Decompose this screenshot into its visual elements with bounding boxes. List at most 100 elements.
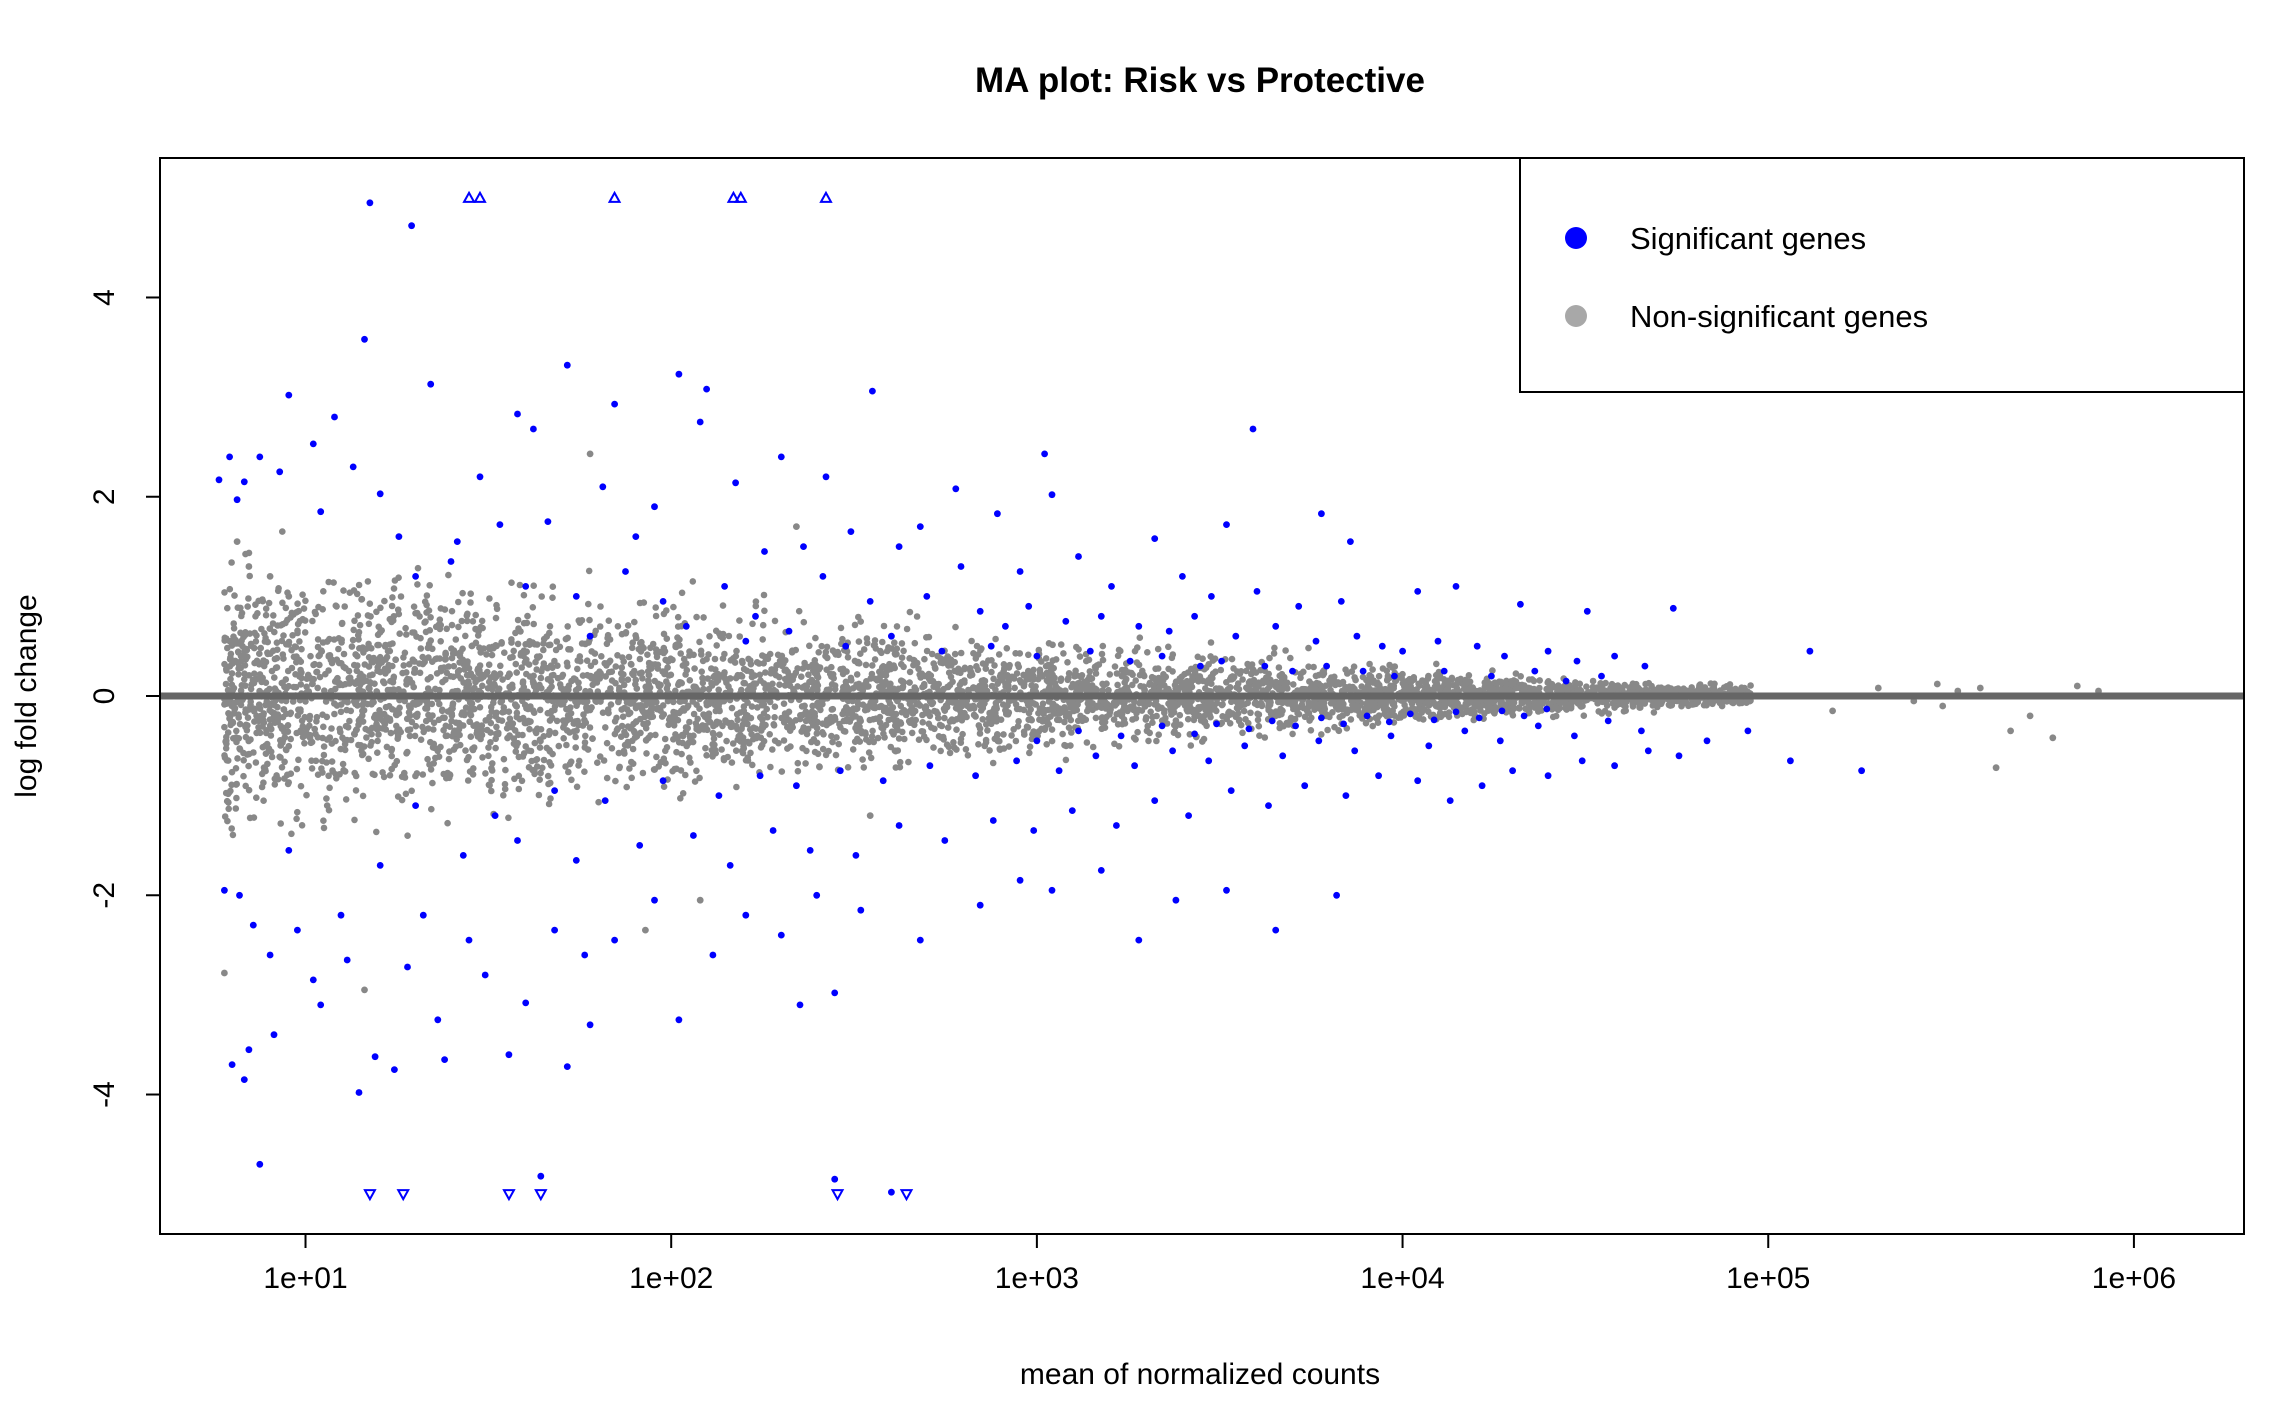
- non-significant-point: [1408, 700, 1416, 707]
- non-significant-point: [1072, 684, 1080, 691]
- non-significant-point: [381, 597, 388, 605]
- non-significant-point: [930, 744, 937, 751]
- non-significant-point: [863, 678, 870, 685]
- non-significant-point: [483, 651, 490, 658]
- non-significant-point: [1365, 677, 1373, 685]
- non-significant-point: [906, 608, 914, 616]
- non-significant-point: [655, 704, 662, 712]
- non-significant-point: [522, 641, 529, 648]
- non-significant-point: [492, 614, 500, 622]
- non-significant-point: [1053, 703, 1060, 710]
- non-significant-point: [1106, 708, 1114, 716]
- non-significant-point: [736, 617, 743, 624]
- non-significant-point: [619, 654, 626, 661]
- non-significant-point: [224, 686, 232, 694]
- non-significant-point: [1597, 687, 1605, 694]
- non-significant-point: [527, 747, 535, 755]
- non-significant-point: [429, 645, 436, 653]
- non-significant-point: [771, 617, 779, 625]
- non-significant-point: [801, 659, 808, 667]
- non-significant-point: [868, 670, 876, 678]
- non-significant-point: [1045, 640, 1053, 647]
- non-significant-point: [421, 619, 428, 626]
- non-significant-point: [341, 603, 349, 610]
- non-significant-point: [230, 620, 237, 627]
- non-significant-point: [602, 724, 609, 731]
- non-significant-point: [1245, 663, 1253, 670]
- non-significant-point: [813, 730, 821, 737]
- non-significant-point: [390, 673, 398, 681]
- non-significant-point: [373, 720, 380, 728]
- non-significant-point: [674, 623, 682, 630]
- non-significant-point: [1075, 646, 1082, 653]
- non-significant-point: [1373, 681, 1381, 688]
- non-significant-point: [955, 700, 962, 707]
- non-significant-point: [870, 642, 878, 649]
- non-significant-point: [342, 796, 350, 803]
- non-significant-point: [515, 785, 523, 793]
- non-significant-point: [831, 716, 839, 723]
- non-significant-point: [806, 642, 813, 650]
- non-significant-point: [540, 756, 548, 764]
- non-significant-point: [698, 668, 705, 675]
- non-significant-point: [1264, 685, 1272, 693]
- non-significant-point: [718, 746, 725, 753]
- non-significant-point: [794, 683, 801, 690]
- non-significant-point: [411, 658, 418, 665]
- non-significant-point: [921, 655, 928, 663]
- non-significant-point: [533, 666, 540, 673]
- non-significant-point: [416, 613, 423, 620]
- non-significant-point: [952, 623, 959, 631]
- non-significant-point: [986, 713, 994, 721]
- non-significant-point: [548, 683, 555, 690]
- non-significant-point: [228, 670, 236, 677]
- non-significant-point: [878, 686, 885, 694]
- non-significant-point: [1239, 676, 1246, 683]
- non-significant-point: [1016, 650, 1024, 657]
- non-significant-point: [660, 711, 668, 718]
- non-significant-point: [497, 662, 504, 670]
- non-significant-point: [647, 644, 654, 652]
- non-significant-point: [1462, 701, 1470, 709]
- non-significant-point: [1074, 717, 1082, 725]
- non-significant-point: [1051, 674, 1058, 682]
- non-significant-point: [363, 734, 370, 741]
- non-significant-point: [744, 712, 751, 719]
- non-significant-point: [728, 759, 736, 766]
- non-significant-point: [463, 617, 471, 625]
- non-significant-point: [1369, 666, 1376, 673]
- non-significant-point: [437, 638, 445, 645]
- non-significant-point: [869, 662, 876, 669]
- non-significant-point: [1267, 710, 1275, 717]
- non-significant-point: [356, 621, 364, 629]
- non-significant-point: [383, 653, 391, 661]
- non-significant-point: [354, 662, 361, 669]
- non-significant-point: [1061, 704, 1068, 711]
- non-significant-point: [388, 747, 395, 754]
- non-significant-point: [677, 795, 684, 802]
- non-significant-point: [662, 747, 669, 755]
- non-significant-point: [240, 757, 247, 764]
- non-significant-point: [994, 737, 1002, 745]
- non-significant-point: [355, 581, 363, 589]
- non-significant-point: [759, 724, 767, 731]
- non-significant-point: [760, 680, 768, 687]
- non-significant-point: [330, 636, 338, 643]
- non-significant-point: [1239, 729, 1246, 737]
- non-significant-point: [1240, 707, 1248, 715]
- non-significant-point: [1379, 665, 1387, 672]
- non-significant-point: [739, 659, 746, 667]
- non-significant-point: [1044, 661, 1052, 669]
- non-significant-point: [493, 605, 501, 613]
- non-significant-point: [234, 648, 242, 655]
- non-significant-point: [251, 670, 258, 677]
- non-significant-point: [851, 738, 859, 745]
- non-significant-point: [312, 610, 320, 618]
- non-significant-point: [444, 819, 451, 827]
- non-significant-point: [227, 675, 234, 683]
- non-significant-point: [985, 657, 992, 664]
- non-significant-point: [636, 670, 644, 677]
- non-significant-point: [238, 609, 246, 617]
- non-significant-point: [320, 588, 327, 595]
- non-significant-point: [389, 594, 396, 601]
